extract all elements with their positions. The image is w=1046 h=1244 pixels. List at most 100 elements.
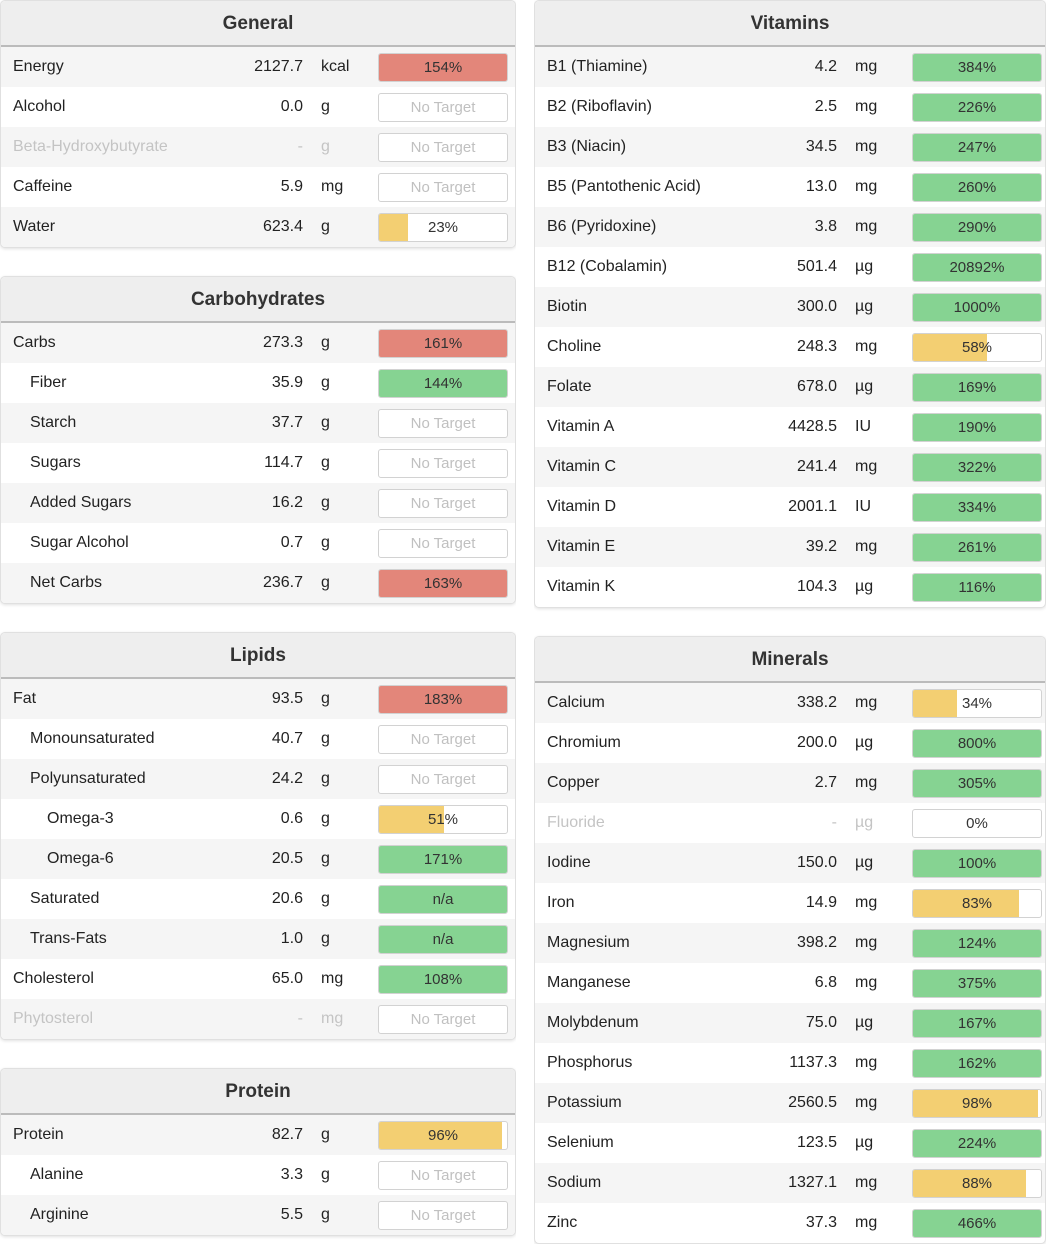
nutrient-name: Copper bbox=[547, 774, 600, 791]
target-label: 167% bbox=[957, 1015, 997, 1032]
target-label: No Target bbox=[410, 1011, 476, 1028]
nutrient-amount: 2001.1 bbox=[788, 498, 837, 515]
nutrient-row: Polyunsaturated 24.2 g No Target bbox=[1, 759, 515, 799]
nutrient-amount: 0.0 bbox=[280, 98, 303, 115]
nutrient-row: Manganese 6.8 mg 375% bbox=[535, 963, 1045, 1003]
target-bar: 51% bbox=[378, 805, 508, 834]
target-label: 51% bbox=[427, 811, 459, 828]
target-fill bbox=[379, 806, 445, 833]
target-bar: 154% bbox=[378, 53, 508, 82]
nutrient-name: Sodium bbox=[547, 1174, 602, 1191]
target-fill bbox=[379, 926, 507, 953]
nutrient-amount: 40.7 bbox=[271, 730, 303, 747]
target-bar: 108% bbox=[378, 965, 508, 994]
panel-rows: Energy 2127.7 kcal 154% Alcohol 0.0 g No Target… bbox=[1, 47, 515, 247]
nutrient-row: Vitamin K 104.3 µg 116% bbox=[535, 567, 1045, 607]
nutrient-unit: kcal bbox=[321, 58, 350, 75]
nutrient-unit: g bbox=[321, 1126, 330, 1143]
target-bar: 83% bbox=[912, 889, 1042, 918]
nutrient-row: Vitamin A 4428.5 IU 190% bbox=[535, 407, 1045, 447]
panel-rows: Protein 82.7 g 96% Alanine 3.3 g No Target Argin… bbox=[1, 1115, 515, 1235]
nutrient-name: Added Sugars bbox=[30, 494, 132, 511]
nutrient-amount: 2.7 bbox=[814, 774, 837, 791]
nutrient-name: Biotin bbox=[547, 298, 588, 315]
target-label: No Target bbox=[410, 1167, 476, 1184]
nutrient-amount: 5.9 bbox=[280, 178, 303, 195]
nutrient-name: Cholesterol bbox=[13, 970, 94, 987]
nutrient-name: Vitamin K bbox=[547, 578, 616, 595]
target-bar: 190% bbox=[912, 413, 1042, 442]
target-bar: No Target bbox=[378, 133, 508, 162]
target-bar: No Target bbox=[378, 765, 508, 794]
nutrient-row: Phytosterol - mg No Target bbox=[1, 999, 515, 1039]
nutrient-unit: µg bbox=[855, 578, 874, 595]
target-fill bbox=[913, 1210, 1041, 1237]
target-bar: No Target bbox=[378, 93, 508, 122]
nutrient-row: B5 (Pantothenic Acid) 13.0 mg 260% bbox=[535, 167, 1045, 207]
nutrient-unit: mg bbox=[855, 58, 878, 75]
nutrient-row: Vitamin C 241.4 mg 322% bbox=[535, 447, 1045, 487]
nutrient-unit: µg bbox=[855, 298, 874, 315]
nutrient-row: Chromium 200.0 µg 800% bbox=[535, 723, 1045, 763]
nutrient-unit: g bbox=[321, 574, 330, 591]
nutrient-amount: 93.5 bbox=[271, 690, 303, 707]
target-fill bbox=[913, 494, 1041, 521]
target-label: No Target bbox=[410, 179, 476, 196]
nutrient-row: Trans-Fats 1.0 g n/a bbox=[1, 919, 515, 959]
nutrient-amount: 104.3 bbox=[796, 578, 837, 595]
target-fill bbox=[913, 1090, 1039, 1117]
nutrient-row: B6 (Pyridoxine) 3.8 mg 290% bbox=[535, 207, 1045, 247]
panel-title: Vitamins bbox=[535, 1, 1045, 47]
nutrient-unit: g bbox=[321, 690, 330, 707]
target-fill bbox=[913, 930, 1041, 957]
nutrient-amount: 4.2 bbox=[814, 58, 837, 75]
nutrient-unit: mg bbox=[855, 98, 878, 115]
target-label: n/a bbox=[432, 891, 454, 908]
target-label: No Target bbox=[410, 99, 476, 116]
nutrient-amount: 398.2 bbox=[796, 934, 837, 951]
nutrient-amount: 1327.1 bbox=[788, 1174, 837, 1191]
target-label: 34% bbox=[961, 695, 993, 712]
target-fill bbox=[913, 254, 1041, 281]
nutrient-row: Vitamin D 2001.1 IU 334% bbox=[535, 487, 1045, 527]
target-label: 171% bbox=[423, 851, 463, 868]
nutrient-name: Carbs bbox=[13, 334, 56, 351]
target-fill bbox=[913, 1010, 1041, 1037]
nutrient-row: B12 (Cobalamin) 501.4 µg 20892% bbox=[535, 247, 1045, 287]
nutrient-name: Monounsaturated bbox=[30, 730, 155, 747]
nutrient-row: Copper 2.7 mg 305% bbox=[535, 763, 1045, 803]
nutrient-row: B3 (Niacin) 34.5 mg 247% bbox=[535, 127, 1045, 167]
nutrient-amount: 39.2 bbox=[805, 538, 837, 555]
nutrient-unit: g bbox=[321, 850, 330, 867]
target-fill bbox=[379, 214, 409, 241]
panel-title: Carbohydrates bbox=[1, 277, 515, 323]
target-label: 466% bbox=[957, 1215, 997, 1232]
nutrient-amount: 236.7 bbox=[262, 574, 303, 591]
nutrient-unit: mg bbox=[855, 1094, 878, 1111]
target-bar: No Target bbox=[378, 173, 508, 202]
target-fill bbox=[913, 1170, 1026, 1197]
nutrient-unit: g bbox=[321, 770, 330, 787]
panel-rows: Calcium 338.2 mg 34% Chromium 200.0 µg 800% Copp… bbox=[535, 683, 1045, 1243]
nutrient-amount: 13.0 bbox=[805, 178, 837, 195]
target-fill bbox=[379, 370, 507, 397]
nutrient-name: Net Carbs bbox=[30, 574, 103, 591]
nutrient-unit: g bbox=[321, 454, 330, 471]
target-bar: 144% bbox=[378, 369, 508, 398]
target-bar: 88% bbox=[912, 1169, 1042, 1198]
target-fill bbox=[913, 454, 1041, 481]
nutrient-row: Calcium 338.2 mg 34% bbox=[535, 683, 1045, 723]
target-label: 154% bbox=[423, 59, 463, 76]
nutrient-row: Fiber 35.9 g 144% bbox=[1, 363, 515, 403]
target-fill bbox=[913, 574, 1041, 601]
target-bar: No Target bbox=[378, 1005, 508, 1034]
nutrient-row: Net Carbs 236.7 g 163% bbox=[1, 563, 515, 603]
nutrient-name: Sugars bbox=[30, 454, 81, 471]
target-bar: 0% bbox=[912, 809, 1042, 838]
target-fill bbox=[913, 134, 1041, 161]
nutrient-unit: g bbox=[321, 374, 330, 391]
nutrient-unit: g bbox=[321, 494, 330, 511]
target-bar: No Target bbox=[378, 489, 508, 518]
nutrient-name: B6 (Pyridoxine) bbox=[547, 218, 657, 235]
nutrient-unit: µg bbox=[855, 854, 874, 871]
